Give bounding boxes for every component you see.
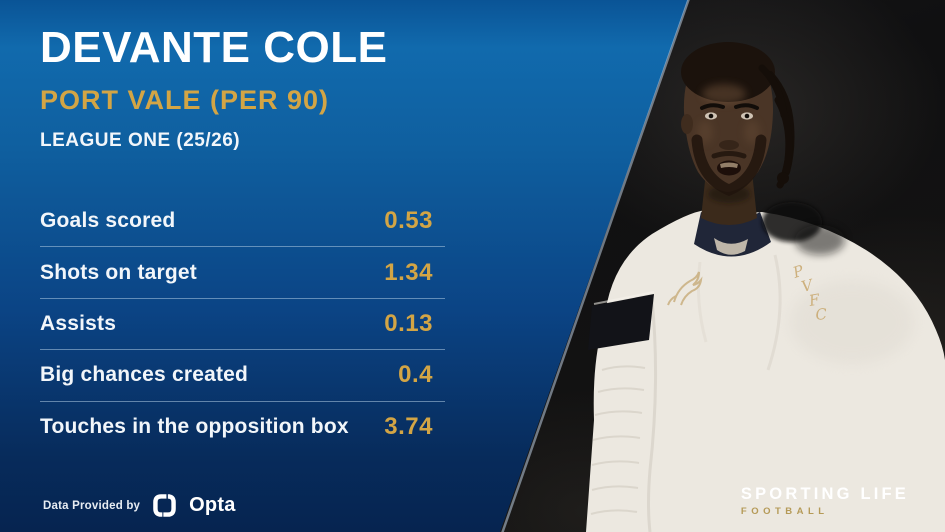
data-attribution: Data Provided by Opta (43, 492, 236, 519)
stat-label: Goals scored (40, 209, 176, 233)
brand-name: SPORTING LIFE (740, 485, 909, 503)
svg-text:F: F (807, 290, 822, 310)
stat-value: 0.53 (384, 207, 433, 235)
stat-value: 0.13 (384, 309, 433, 337)
sporting-life-logo: SPORTING LIFE FOOTBALL (741, 486, 909, 516)
competition-label: LEAGUE ONE (25/26) (40, 130, 241, 151)
stat-label: Touches in the opposition box (40, 414, 349, 438)
brand-subtitle: FOOTBALL (740, 505, 829, 517)
stat-value: 3.74 (384, 412, 433, 440)
provided-by-label: Data Provided by (43, 499, 141, 512)
stat-row: Assists 0.13 (40, 299, 445, 351)
opta-wordmark: Opta (189, 494, 236, 516)
stat-row: Touches in the opposition box 3.74 (40, 402, 445, 452)
stat-value: 1.34 (384, 258, 433, 286)
stat-label: Shots on target (40, 260, 198, 284)
stat-row: Big chances created 0.4 (40, 350, 445, 402)
stat-label: Big chances created (40, 363, 249, 387)
svg-text:C: C (815, 305, 829, 324)
team-subtitle: PORT VALE (PER 90) (40, 85, 330, 115)
stat-value: 0.4 (398, 361, 433, 389)
stat-row: Shots on target 1.34 (40, 247, 445, 299)
stats-table: Goals scored 0.53 Shots on target 1.34 A… (40, 196, 445, 452)
opta-logo-icon (153, 494, 176, 517)
player-name-title: DEVANTE COLE (40, 23, 388, 72)
stat-label: Assists (40, 311, 117, 335)
stat-row: Goals scored 0.53 (40, 196, 445, 248)
